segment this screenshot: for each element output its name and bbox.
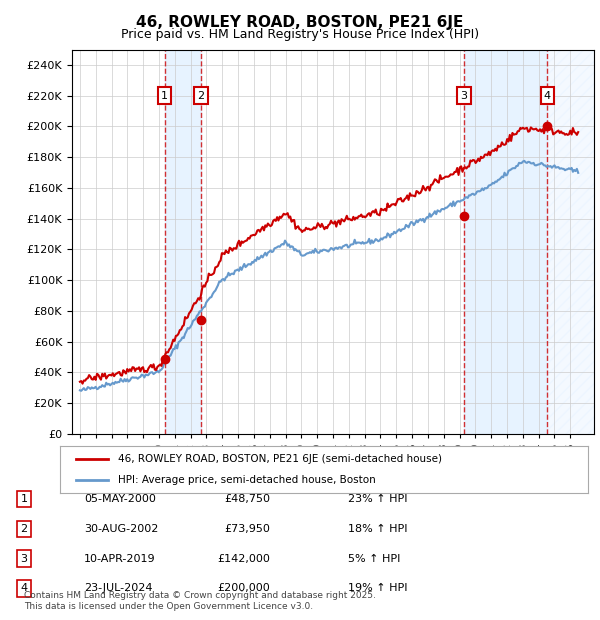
Text: 18% ↑ HPI: 18% ↑ HPI [348, 524, 407, 534]
Text: 23% ↑ HPI: 23% ↑ HPI [348, 494, 407, 504]
Bar [464, 50, 547, 434]
Text: 5% ↑ HPI: 5% ↑ HPI [348, 554, 400, 564]
Text: HPI: Average price, semi-detached house, Boston: HPI: Average price, semi-detached house,… [118, 475, 376, 485]
Text: 1: 1 [161, 91, 168, 100]
Text: £73,950: £73,950 [224, 524, 270, 534]
Bar [547, 50, 594, 434]
Text: £48,750: £48,750 [224, 494, 270, 504]
Text: 4: 4 [20, 583, 28, 593]
Text: 05-MAY-2000: 05-MAY-2000 [84, 494, 156, 504]
Text: 1: 1 [20, 494, 28, 504]
Text: 3: 3 [20, 554, 28, 564]
Text: 2: 2 [197, 91, 205, 100]
Text: 30-AUG-2002: 30-AUG-2002 [84, 524, 158, 534]
Text: 19% ↑ HPI: 19% ↑ HPI [348, 583, 407, 593]
Text: 10-APR-2019: 10-APR-2019 [84, 554, 155, 564]
Text: 2: 2 [20, 524, 28, 534]
Bar [164, 50, 201, 434]
Text: £200,000: £200,000 [217, 583, 270, 593]
Text: £142,000: £142,000 [217, 554, 270, 564]
Text: 4: 4 [544, 91, 551, 100]
Text: 46, ROWLEY ROAD, BOSTON, PE21 6JE: 46, ROWLEY ROAD, BOSTON, PE21 6JE [136, 16, 464, 30]
Text: Price paid vs. HM Land Registry's House Price Index (HPI): Price paid vs. HM Land Registry's House … [121, 28, 479, 41]
Text: 3: 3 [460, 91, 467, 100]
Text: 46, ROWLEY ROAD, BOSTON, PE21 6JE (semi-detached house): 46, ROWLEY ROAD, BOSTON, PE21 6JE (semi-… [118, 454, 442, 464]
Text: 23-JUL-2024: 23-JUL-2024 [84, 583, 152, 593]
Text: Contains HM Land Registry data © Crown copyright and database right 2025.
This d: Contains HM Land Registry data © Crown c… [24, 591, 376, 611]
